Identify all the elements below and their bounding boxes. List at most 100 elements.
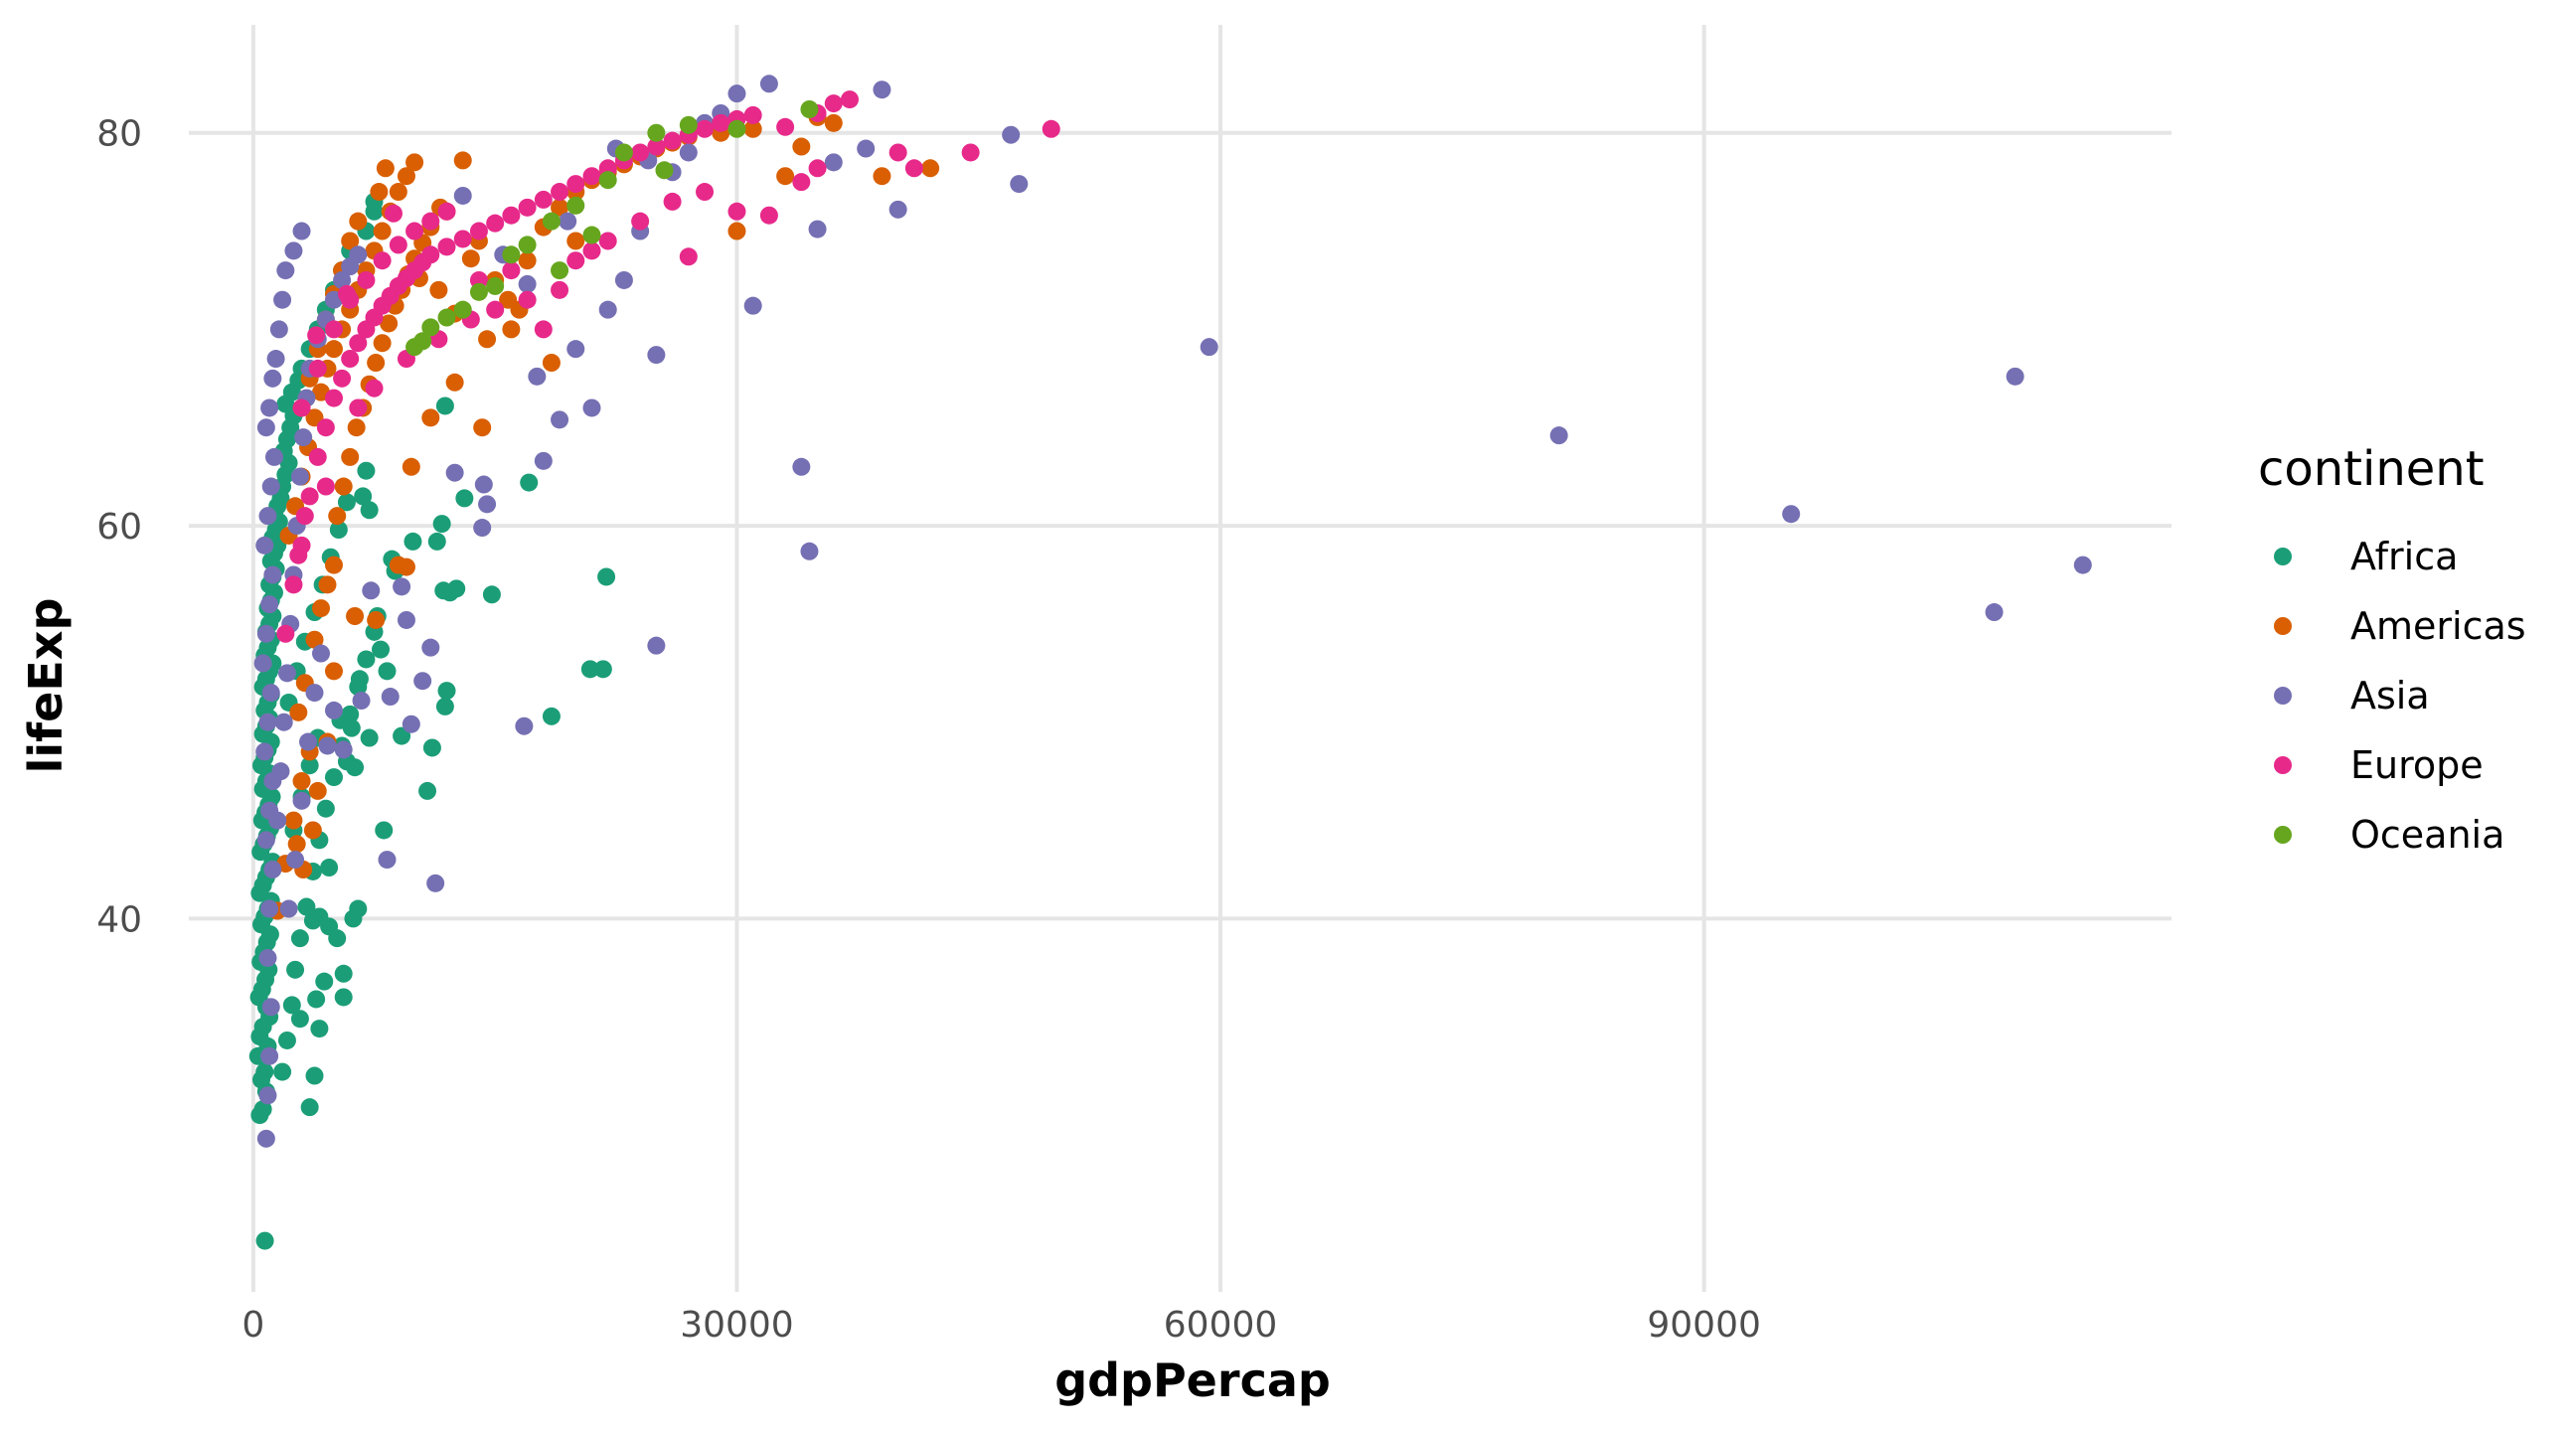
data-point bbox=[264, 447, 283, 466]
data-point bbox=[324, 389, 343, 407]
data-point bbox=[310, 1020, 329, 1038]
data-point bbox=[421, 212, 440, 231]
data-point bbox=[559, 212, 577, 231]
data-point bbox=[566, 232, 585, 250]
data-point bbox=[824, 94, 843, 113]
data-point bbox=[478, 495, 497, 514]
data-point bbox=[727, 119, 746, 138]
data-point bbox=[631, 143, 650, 162]
data-point bbox=[580, 660, 599, 679]
data-point bbox=[258, 948, 277, 967]
data-point bbox=[473, 519, 492, 538]
data-point bbox=[405, 153, 424, 172]
data-point bbox=[598, 232, 617, 250]
data-point bbox=[679, 247, 698, 266]
data-point bbox=[294, 428, 313, 447]
data-point bbox=[258, 1086, 277, 1105]
data-point bbox=[312, 599, 330, 618]
data-point bbox=[260, 1046, 279, 1065]
data-point bbox=[873, 80, 891, 99]
series-asia bbox=[253, 75, 2092, 1148]
data-point bbox=[357, 650, 376, 669]
data-point bbox=[316, 418, 335, 437]
data-point bbox=[598, 171, 617, 190]
data-point bbox=[712, 113, 730, 132]
data-point bbox=[857, 139, 876, 158]
data-point bbox=[316, 799, 335, 818]
legend-key bbox=[2274, 687, 2292, 705]
data-point bbox=[307, 990, 326, 1009]
data-point bbox=[303, 821, 322, 840]
data-point bbox=[349, 245, 368, 264]
data-point bbox=[534, 320, 553, 339]
data-point bbox=[284, 575, 303, 594]
data-point bbox=[1200, 338, 1218, 357]
data-point bbox=[380, 314, 399, 333]
data-point bbox=[647, 636, 666, 655]
data-point bbox=[333, 369, 352, 388]
y-tick-label: 40 bbox=[96, 899, 142, 940]
data-point bbox=[273, 1062, 292, 1081]
data-point bbox=[289, 546, 308, 564]
data-point bbox=[759, 206, 778, 225]
data-point bbox=[290, 929, 309, 948]
data-point bbox=[393, 726, 411, 745]
data-point bbox=[268, 811, 287, 830]
data-point bbox=[2006, 367, 2024, 386]
data-point bbox=[255, 536, 274, 555]
data-point bbox=[289, 703, 308, 721]
data-point bbox=[389, 236, 407, 254]
data-point bbox=[597, 567, 616, 586]
data-point bbox=[303, 911, 322, 930]
data-point bbox=[502, 261, 521, 280]
data-point bbox=[551, 261, 569, 280]
data-point bbox=[300, 1098, 319, 1117]
data-point bbox=[297, 897, 316, 916]
x-tick-labels: 0 30000 60000 90000 bbox=[242, 1305, 1760, 1346]
data-point bbox=[502, 245, 521, 264]
data-point bbox=[269, 320, 288, 339]
data-point bbox=[290, 1010, 309, 1029]
data-point bbox=[482, 585, 501, 604]
data-point bbox=[341, 232, 360, 250]
data-point bbox=[334, 477, 353, 496]
data-point bbox=[357, 270, 376, 289]
x-tick-label: 60000 bbox=[1164, 1305, 1278, 1346]
data-point bbox=[808, 159, 827, 178]
legend-item-asia: Asia bbox=[2274, 674, 2430, 717]
legend-label: Americas bbox=[2350, 604, 2526, 648]
data-point bbox=[271, 762, 290, 781]
x-tick-label: 30000 bbox=[680, 1305, 794, 1346]
data-point bbox=[582, 241, 601, 260]
data-point bbox=[349, 212, 368, 231]
legend-label: Europe bbox=[2350, 743, 2484, 787]
data-point bbox=[534, 451, 553, 470]
legend-item-americas: Americas bbox=[2274, 604, 2526, 648]
data-point bbox=[373, 334, 392, 353]
data-point bbox=[405, 222, 424, 240]
data-point bbox=[292, 791, 311, 810]
data-point bbox=[295, 507, 314, 526]
data-point bbox=[453, 151, 472, 170]
data-point bbox=[373, 222, 392, 240]
data-point bbox=[961, 143, 980, 162]
data-point bbox=[437, 308, 456, 327]
data-point bbox=[367, 354, 386, 372]
data-point bbox=[256, 1129, 275, 1148]
data-point bbox=[393, 577, 411, 596]
data-point bbox=[727, 202, 746, 221]
data-point bbox=[384, 204, 402, 223]
data-point bbox=[727, 222, 746, 240]
data-point bbox=[413, 332, 432, 351]
data-point bbox=[551, 410, 569, 429]
data-point bbox=[759, 75, 778, 93]
data-point bbox=[453, 230, 472, 248]
data-point bbox=[349, 899, 368, 918]
data-point bbox=[888, 200, 907, 219]
legend-items: Africa Americas Asia Europe Oceania bbox=[2274, 535, 2526, 857]
data-point bbox=[256, 831, 275, 850]
data-point bbox=[542, 212, 561, 231]
data-point bbox=[800, 100, 819, 118]
data-point bbox=[593, 660, 612, 679]
